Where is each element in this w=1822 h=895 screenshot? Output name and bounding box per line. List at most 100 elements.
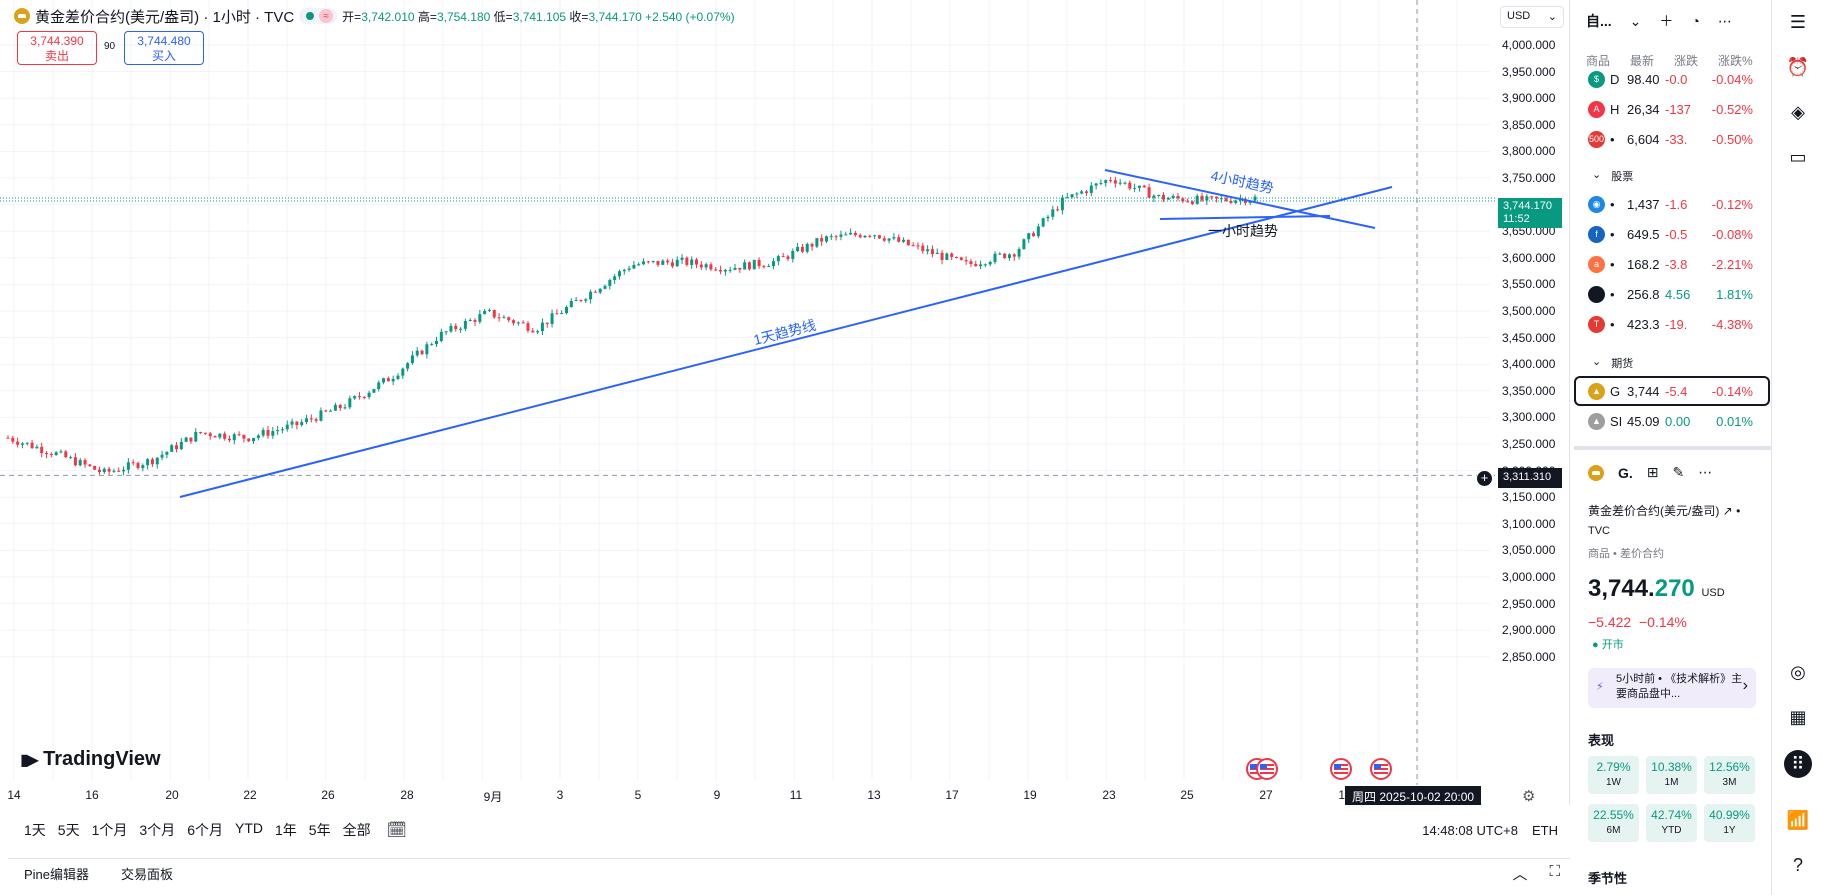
watchlist-row[interactable]: T • 423.3 -19. -4.38% [1588, 309, 1764, 339]
row-change-pct: -0.52% [1711, 101, 1753, 117]
perf-value: 2.79% [1596, 760, 1631, 774]
us-flag-event-icon[interactable] [1256, 758, 1278, 780]
chevron-down-icon[interactable]: ⌄ [1629, 12, 1642, 29]
apps-icon[interactable]: ⠿ [1784, 750, 1812, 778]
candle-body [512, 320, 516, 324]
performance-cell[interactable]: 22.55% 6M [1588, 804, 1639, 842]
news-item[interactable]: 5小时前 • 《技术解析》主要商品盘中... [1588, 668, 1756, 708]
row-symbol: D [1610, 71, 1620, 87]
tab-pine-editor[interactable]: Pine编辑器 [24, 867, 90, 882]
watchlist-row[interactable]: f • 649.5 -0.5 -0.08% [1588, 219, 1764, 249]
candle-body [805, 243, 809, 252]
candle-body [675, 259, 679, 267]
range-button[interactable]: 5年 [308, 822, 331, 838]
chevron-up-icon[interactable]: ︿ [1512, 866, 1528, 883]
watchlist-title[interactable]: 自... [1586, 13, 1612, 29]
clock[interactable]: 14:48:08 UTC+8 [1422, 822, 1518, 838]
layers-icon[interactable]: ◈ [1791, 101, 1805, 122]
details-name[interactable]: 黄金差价合约(美元/盎司) ↗ • [1588, 504, 1741, 518]
target-icon[interactable]: ◎ [1790, 661, 1806, 682]
symbol-logo-icon: T [1588, 315, 1605, 333]
candle-body [136, 462, 140, 469]
currency-select[interactable]: USD ⌄ [1500, 6, 1564, 28]
range-button[interactable]: 1年 [274, 822, 297, 838]
range-button[interactable]: 3个月 [139, 822, 176, 838]
broadcast-icon[interactable]: 📶 [1786, 809, 1810, 830]
candle-body [1171, 195, 1175, 199]
candle-body [1253, 196, 1257, 201]
chat-icon[interactable]: ▭ [1789, 146, 1807, 167]
range-button[interactable]: 1天 [24, 822, 46, 838]
range-button[interactable]: 全部 [342, 822, 371, 838]
add-icon[interactable]: ＋ [1659, 13, 1674, 29]
candle-body [1137, 185, 1141, 188]
x-tick-label: 3 [556, 788, 564, 802]
candle-body [1012, 254, 1016, 257]
watchlist-row[interactable]: ◉ • 1,437 -1.6 -0.12% [1588, 189, 1764, 219]
us-flag-event-icon[interactable] [1330, 758, 1352, 780]
performance-cell[interactable]: 40.99% 1Y [1704, 804, 1755, 842]
range-button[interactable]: 6个月 [187, 822, 223, 838]
watchlist-row[interactable]: ▲ SI 45.09 0.00 0.01% [1588, 406, 1764, 436]
range-button[interactable]: 1个月 [91, 822, 128, 838]
maximize-icon[interactable]: ⛶ [1549, 863, 1560, 880]
watchlist-row[interactable]: $ D 98.40 -0.0 -0.04% [1588, 64, 1764, 94]
market-status[interactable]: ● 开市 [1592, 639, 1624, 651]
candle-body [112, 470, 116, 472]
performance-cell[interactable]: 10.38% 1M [1646, 756, 1697, 794]
external-link-icon[interactable]: ↗ [1722, 504, 1733, 518]
more-icon[interactable]: ⋯ [1717, 12, 1732, 29]
symbol-title[interactable]: 黄金差价合约(美元/盎司) · 1小时 · TVC [35, 8, 295, 26]
performance-cell[interactable]: 42.74% YTD [1646, 804, 1697, 842]
candle-body [122, 469, 126, 472]
col-change[interactable]: 涨跌 [1674, 54, 1699, 68]
session[interactable]: ETH [1532, 822, 1558, 838]
status-pill[interactable]: ≈ [299, 8, 338, 24]
chart-area[interactable]: 1天趋势线 4小时趋势 一小时趋势 黄金差价合约(美元/盎司) · 1小时 · TV… [0, 0, 1570, 805]
pie-chart-icon[interactable]: ◔ [1691, 13, 1700, 29]
tab-trading-panel[interactable]: 交易面板 [121, 867, 174, 882]
col-change-pct[interactable]: 涨跌% [1718, 54, 1753, 68]
us-flag-event-icon[interactable] [1370, 758, 1392, 780]
calendar-icon[interactable]: 🗓 [386, 822, 407, 839]
range-button[interactable]: 5天 [57, 822, 80, 838]
candle-body [974, 263, 978, 267]
watchlist-row[interactable]: 500 • 6,604 -33. -0.50% [1588, 124, 1764, 154]
grid-icon[interactable]: ⊞ [1646, 464, 1659, 480]
row-change: -0.5 [1665, 226, 1688, 242]
col-last[interactable]: 最新 [1630, 54, 1655, 68]
watchlist-row[interactable]: • 256.8 4.56 1.81% [1588, 279, 1764, 309]
candle-body [266, 429, 270, 436]
gear-icon[interactable]: ⚙ [1522, 788, 1536, 805]
y-tick-label: 3,100.000 [1502, 516, 1556, 531]
alarm-clock-icon[interactable]: ⏰ [1786, 56, 1810, 77]
tradingview-logo[interactable]: ▮▶ TradingView [20, 748, 161, 771]
watchlist-row[interactable]: A H 26,34 -137 -0.52% [1588, 94, 1764, 124]
x-tick-label: 9 [713, 788, 721, 802]
watchlist-icon[interactable]: ☰ [1789, 11, 1807, 32]
performance-cell[interactable]: 2.79% 1W [1588, 756, 1639, 794]
candle-body [719, 270, 723, 272]
buy-button[interactable]: 3,744.480 买入 [124, 31, 204, 65]
watchlist-row[interactable]: ▲ G 3,744 -5.4 -0.14% [1574, 376, 1770, 406]
watchlist-row[interactable]: a • 168.2 -3.8 -2.21% [1588, 249, 1764, 279]
x-tick-label: 23 [1102, 788, 1116, 802]
candle-body [998, 253, 1002, 255]
more-icon[interactable]: ⋯ [1698, 464, 1713, 480]
row-last: 256.8 [1627, 286, 1660, 302]
section-futures[interactable]: ⌄ 期货 [1592, 355, 1633, 371]
section-stocks[interactable]: ⌄ 股票 [1592, 168, 1633, 184]
details-symbol[interactable]: G. [1618, 464, 1633, 481]
range-button[interactable]: YTD [234, 820, 263, 836]
help-icon[interactable]: ? [1792, 854, 1803, 875]
calendar-icon[interactable]: ▦ [1789, 706, 1807, 727]
candle-body [305, 418, 309, 423]
sell-price: 3,744.390 [30, 34, 84, 48]
seasonality-title[interactable]: 季节性 [1588, 871, 1628, 886]
sell-button[interactable]: 3,744.390 卖出 [17, 31, 97, 65]
add-alert-icon[interactable]: + [1476, 470, 1493, 487]
col-symbol[interactable]: 商品 [1586, 54, 1611, 68]
performance-cell[interactable]: 12.56% 3M [1704, 756, 1755, 794]
edit-icon[interactable]: ✎ [1672, 464, 1685, 480]
